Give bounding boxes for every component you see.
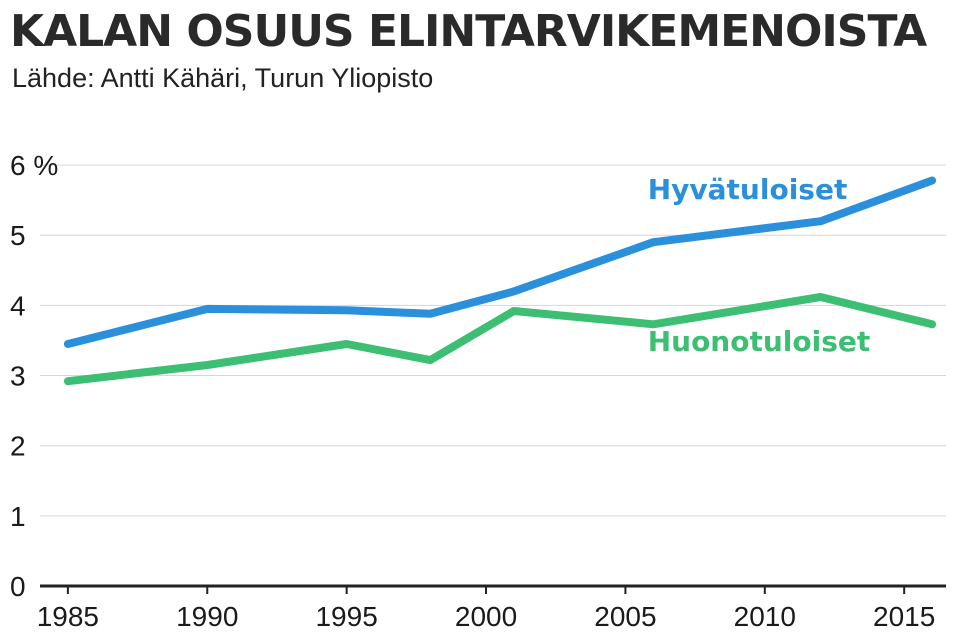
y-tick-label: 1 bbox=[10, 501, 26, 532]
x-tick-label: 1995 bbox=[315, 601, 377, 632]
series-label-hyvatuloiset: Hyvätuloiset bbox=[648, 173, 848, 206]
series-labels: Hyvätuloiset Huonotuloiset bbox=[648, 173, 871, 358]
y-tick-label: 4 bbox=[10, 290, 26, 321]
y-tick-label: 2 bbox=[10, 431, 26, 462]
gridlines bbox=[40, 164, 946, 517]
series-line-huonotuloiset bbox=[63, 293, 937, 386]
series-label-huonotuloiset: Huonotuloiset bbox=[648, 325, 871, 358]
series-line-hyvatuloiset bbox=[63, 176, 937, 348]
y-tick-label: 0 bbox=[10, 571, 26, 602]
x-tick-label: 1990 bbox=[176, 601, 238, 632]
x-tick-label: 2010 bbox=[734, 601, 796, 632]
x-axis-ticks: 1985 1990 1995 2000 2005 2010 2015 bbox=[37, 586, 935, 632]
series-lines bbox=[63, 176, 937, 386]
y-tick-label: 5 bbox=[10, 220, 26, 251]
y-axis-ticks: 0 1 2 3 4 5 6 % bbox=[10, 150, 58, 602]
x-tick-label: 2005 bbox=[594, 601, 656, 632]
y-tick-label: 6 % bbox=[10, 150, 58, 181]
x-tick-label: 2000 bbox=[455, 601, 517, 632]
chart-title: KALAN OSUUS ELINTARVIKEMENOISTA bbox=[10, 6, 927, 57]
chart-subtitle: Lähde: Antti Kähäri, Turun Yliopisto bbox=[12, 63, 434, 93]
y-tick-label: 3 bbox=[10, 361, 26, 392]
x-tick-label: 1985 bbox=[37, 601, 99, 632]
x-tick-label: 2015 bbox=[873, 601, 935, 632]
